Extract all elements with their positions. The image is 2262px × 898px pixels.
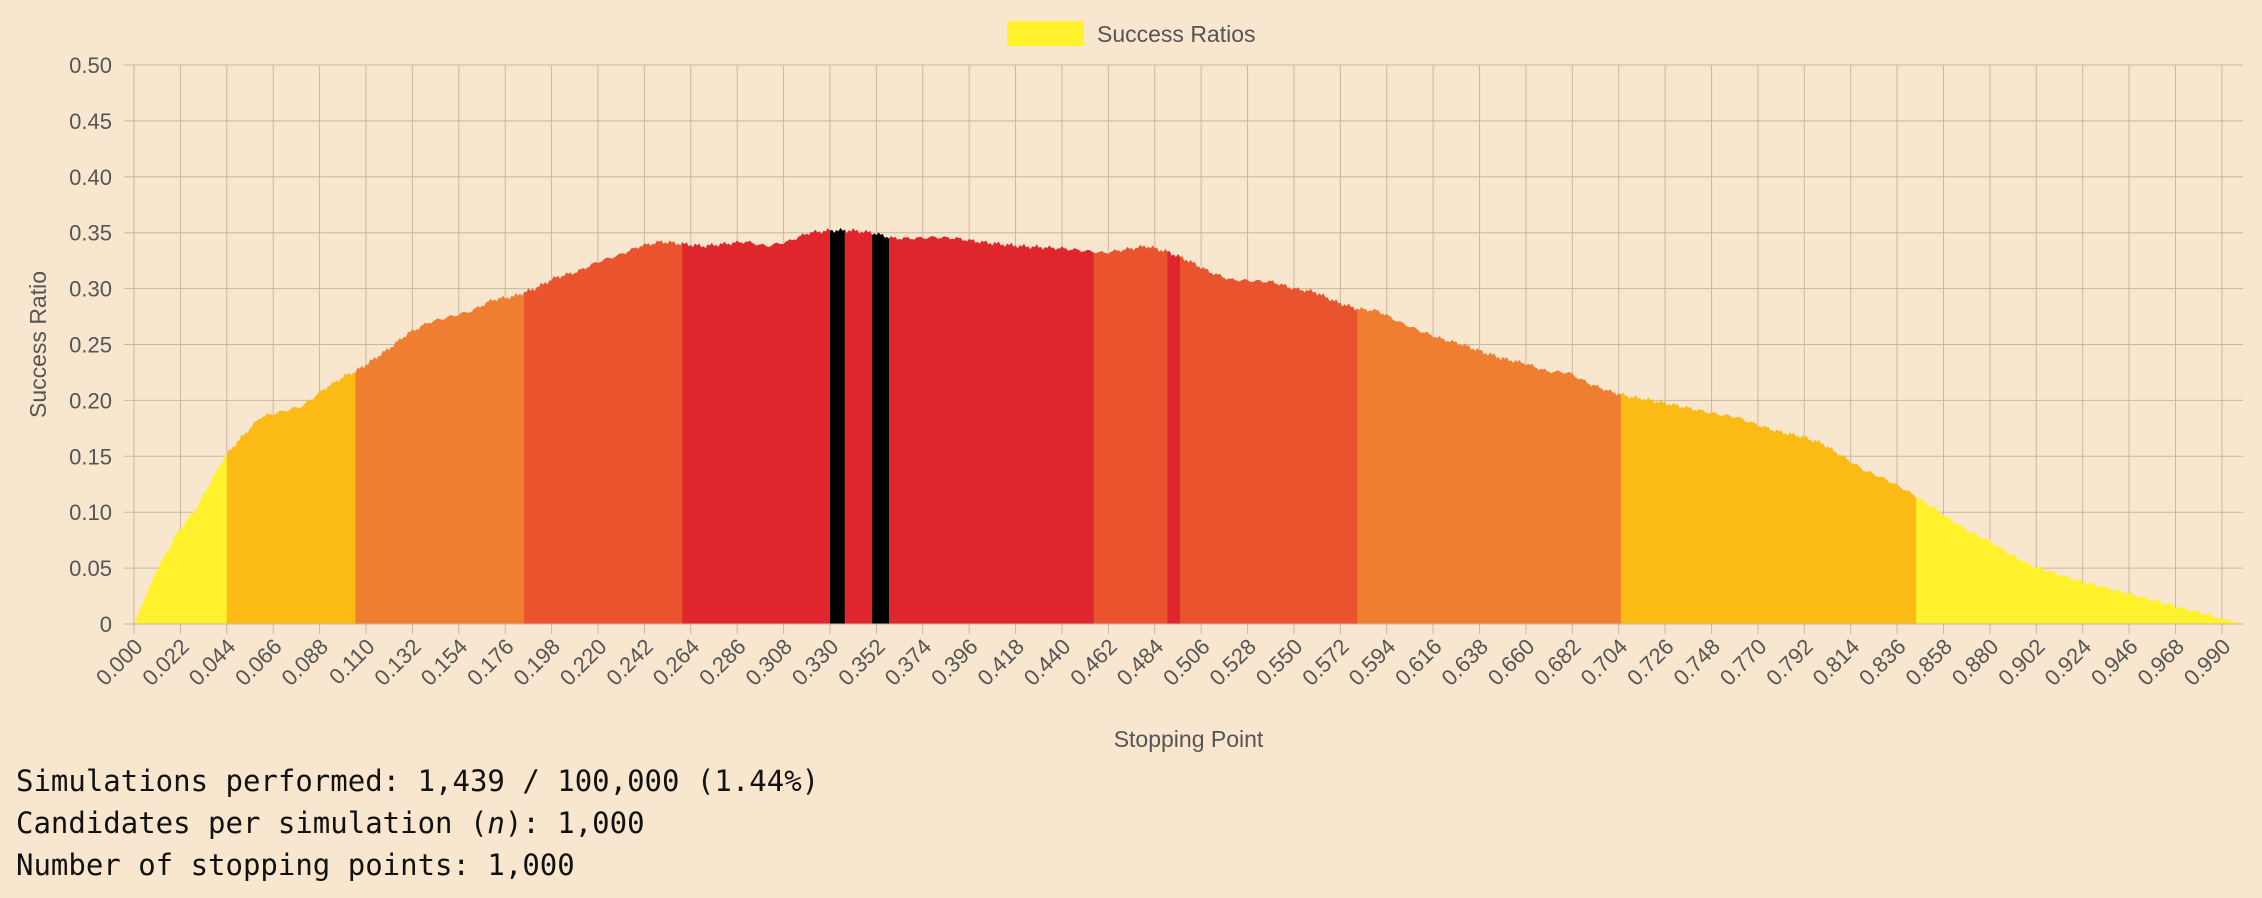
y-tick-label: 0.10 bbox=[69, 500, 112, 525]
legend-swatch bbox=[1007, 21, 1084, 46]
x-tick-label: 0.462 bbox=[1065, 634, 1122, 691]
x-tick-label: 0.726 bbox=[1622, 634, 1679, 691]
x-tick-label: 0.176 bbox=[462, 634, 519, 691]
candidates-value: 1,000 bbox=[557, 806, 645, 840]
x-tick-label: 0.528 bbox=[1204, 634, 1261, 691]
area-band bbox=[872, 227, 890, 624]
x-tick-label: 0.858 bbox=[1900, 634, 1957, 691]
y-tick-label: 0.25 bbox=[69, 333, 112, 358]
area-band bbox=[829, 227, 846, 624]
y-tick-label: 0.35 bbox=[69, 221, 112, 246]
legend-label: Success Ratios bbox=[1097, 21, 1256, 47]
area-band bbox=[682, 227, 831, 624]
x-axis-title: Stopping Point bbox=[1114, 726, 1264, 752]
x-tick-label: 0.330 bbox=[787, 634, 844, 691]
area-band bbox=[524, 227, 536, 624]
simulation-stats: Simulations performed: 1,439 / 100,000 (… bbox=[16, 760, 819, 886]
x-tick-label: 0.242 bbox=[601, 634, 658, 691]
x-tick-label: 0.066 bbox=[230, 634, 287, 691]
x-tick-label: 0.990 bbox=[2179, 634, 2236, 691]
y-tick-label: 0.45 bbox=[69, 109, 112, 134]
area-band bbox=[844, 227, 873, 624]
x-tick-label: 0.506 bbox=[1158, 634, 1215, 691]
candidates-var: n bbox=[487, 806, 505, 840]
x-tick-label: 0.880 bbox=[1947, 634, 2004, 691]
area-band bbox=[1093, 227, 1169, 624]
x-tick-label: 0.374 bbox=[880, 634, 937, 691]
y-tick-label: 0 bbox=[100, 612, 112, 637]
candidates-label-post: ): bbox=[504, 806, 558, 840]
y-axis-title: Success Ratio bbox=[25, 271, 51, 418]
x-tick-label: 0.022 bbox=[137, 634, 194, 691]
x-tick-label: 0.638 bbox=[1436, 634, 1493, 691]
x-tick-label: 0.792 bbox=[1761, 634, 1818, 691]
x-tick-label: 0.616 bbox=[1390, 634, 1447, 691]
stopping-label: Number of stopping points: bbox=[16, 848, 488, 882]
candidates-label-pre: Candidates per simulation ( bbox=[16, 806, 488, 840]
y-tick-label: 0.30 bbox=[69, 277, 112, 302]
y-tick-label: 0.20 bbox=[69, 388, 112, 413]
x-tick-label: 0.396 bbox=[926, 634, 983, 691]
x-tick-label: 0.198 bbox=[509, 634, 566, 691]
stopping-points-line: Number of stopping points: 1,000 bbox=[16, 844, 819, 886]
x-tick-label: 0.352 bbox=[833, 634, 890, 691]
simulations-label: Simulations performed: bbox=[16, 764, 418, 798]
x-tick-label: 0.286 bbox=[694, 634, 751, 691]
x-tick-label: 0.132 bbox=[369, 634, 426, 691]
x-tick-label: 0.902 bbox=[1993, 634, 2050, 691]
y-tick-label: 0.50 bbox=[69, 53, 112, 78]
x-tick-label: 0.044 bbox=[184, 634, 241, 691]
area-band bbox=[889, 227, 1095, 624]
area-band bbox=[1180, 227, 1358, 624]
stopping-value: 1,000 bbox=[487, 848, 575, 882]
legend: Success Ratios bbox=[1007, 21, 1256, 47]
x-tick-label: 0.550 bbox=[1251, 634, 1308, 691]
y-tick-label: 0.40 bbox=[69, 165, 112, 190]
chart-svg: 0 0.05 0.10 0.15 0.20 0.25 0.30 0.35 0.40 0.45 0.5… bbox=[25, 21, 2243, 752]
x-tick-label: 0.814 bbox=[1808, 634, 1865, 691]
x-tick-label: 0.440 bbox=[1019, 634, 1076, 691]
simulations-value: 1,439 / 100,000 (1.44%) bbox=[417, 764, 820, 798]
x-tick-label: 0.000 bbox=[91, 634, 148, 691]
x-tick-label: 0.220 bbox=[555, 634, 612, 691]
x-tick-label: 0.594 bbox=[1344, 634, 1401, 691]
x-tick-label: 0.484 bbox=[1112, 634, 1169, 691]
x-tick-label: 0.264 bbox=[648, 634, 705, 691]
candidates-line: Candidates per simulation (n): 1,000 bbox=[16, 802, 819, 844]
x-tick-label: 0.110 bbox=[324, 634, 379, 689]
x-tick-label: 0.946 bbox=[2086, 634, 2143, 691]
x-tick-label: 0.770 bbox=[1715, 634, 1772, 691]
y-tick-label: 0.05 bbox=[69, 556, 112, 581]
y-tick-label: 0.15 bbox=[69, 444, 112, 469]
x-tick-label: 0.088 bbox=[277, 634, 334, 691]
simulations-performed-line: Simulations performed: 1,439 / 100,000 (… bbox=[16, 760, 819, 802]
x-tick-label: 0.418 bbox=[972, 634, 1029, 691]
area-band bbox=[534, 227, 683, 624]
x-tick-label: 0.968 bbox=[2132, 634, 2189, 691]
x-tick-label: 0.836 bbox=[1854, 634, 1911, 691]
x-tick-label: 0.154 bbox=[416, 634, 473, 691]
x-tick-label: 0.660 bbox=[1483, 634, 1540, 691]
x-tick-label: 0.748 bbox=[1668, 634, 1725, 691]
area-band bbox=[1167, 227, 1181, 624]
success-ratio-chart: 0 0.05 0.10 0.15 0.20 0.25 0.30 0.35 0.40 0.45 0.5… bbox=[25, 21, 2243, 752]
x-tick-label: 0.704 bbox=[1576, 634, 1633, 691]
x-tick-label: 0.308 bbox=[740, 634, 797, 691]
x-tick-label: 0.572 bbox=[1297, 634, 1354, 691]
x-tick-label: 0.682 bbox=[1529, 634, 1586, 691]
x-tick-label: 0.924 bbox=[2040, 634, 2097, 691]
